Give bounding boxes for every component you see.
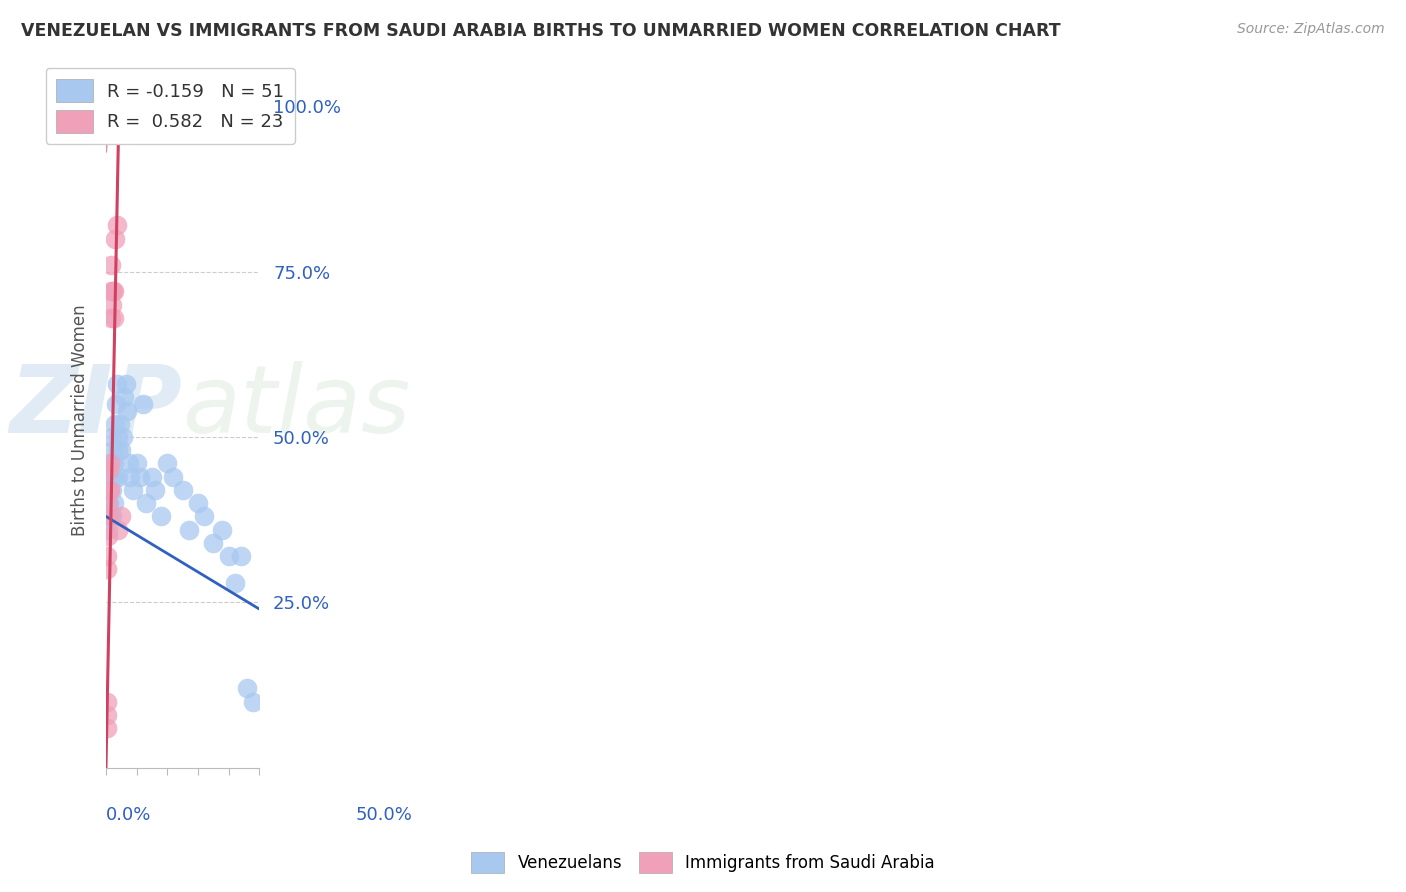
Point: [110, 443, 132, 458]
Point: [103, 496, 125, 510]
Point: [96, 707, 118, 722]
Point: [97, 523, 120, 537]
Point: [117, 403, 139, 417]
Point: [193, 509, 215, 524]
Text: atlas: atlas: [183, 361, 411, 452]
Point: [104, 417, 127, 431]
Point: [211, 523, 233, 537]
Point: [118, 457, 141, 471]
Point: [236, 681, 259, 696]
Point: [98, 469, 121, 483]
Point: [98, 509, 121, 524]
Point: [107, 443, 129, 458]
Point: [101, 285, 124, 299]
Point: [98, 496, 121, 510]
Point: [104, 231, 127, 245]
Point: [98, 483, 121, 497]
Point: [105, 377, 128, 392]
Point: [100, 258, 122, 272]
Legend: Venezuelans, Immigrants from Saudi Arabia: Venezuelans, Immigrants from Saudi Arabi…: [464, 846, 942, 880]
Point: [110, 509, 132, 524]
Point: [100, 310, 122, 325]
Point: [98, 483, 121, 497]
Point: [202, 536, 225, 550]
Point: [96, 549, 118, 563]
Point: [156, 457, 179, 471]
Point: [100, 285, 122, 299]
Point: [101, 298, 124, 312]
Point: [100, 430, 122, 444]
Point: [122, 483, 145, 497]
Point: [128, 469, 150, 483]
Point: [103, 457, 125, 471]
Point: [100, 457, 122, 471]
Point: [107, 469, 129, 483]
Point: [96, 695, 118, 709]
Point: [96, 483, 118, 497]
Point: [97, 509, 120, 524]
Point: [100, 469, 122, 483]
Point: [224, 575, 246, 590]
Point: [101, 443, 124, 458]
Point: [111, 430, 134, 444]
Text: 0.0%: 0.0%: [105, 805, 152, 824]
Point: [112, 390, 135, 404]
Point: [107, 523, 129, 537]
Point: [131, 397, 153, 411]
Point: [104, 397, 127, 411]
Point: [103, 469, 125, 483]
Point: [103, 285, 125, 299]
Point: [187, 496, 209, 510]
Point: [172, 483, 194, 497]
Point: [96, 562, 118, 576]
Text: Source: ZipAtlas.com: Source: ZipAtlas.com: [1237, 22, 1385, 37]
Text: ZIP: ZIP: [10, 360, 183, 452]
Point: [218, 549, 240, 563]
Legend: R = -0.159   N = 51, R =  0.582   N = 23: R = -0.159 N = 51, R = 0.582 N = 23: [45, 69, 295, 144]
Point: [101, 483, 124, 497]
Text: VENEZUELAN VS IMMIGRANTS FROM SAUDI ARABIA BIRTHS TO UNMARRIED WOMEN CORRELATION: VENEZUELAN VS IMMIGRANTS FROM SAUDI ARAB…: [21, 22, 1060, 40]
Point: [105, 219, 128, 233]
Point: [98, 457, 121, 471]
Point: [107, 430, 129, 444]
Point: [97, 529, 120, 543]
Point: [120, 469, 142, 483]
Point: [98, 463, 121, 477]
Text: 50.0%: 50.0%: [356, 805, 412, 824]
Point: [135, 496, 157, 510]
Point: [143, 483, 166, 497]
Point: [96, 721, 118, 735]
Y-axis label: Births to Unmarried Women: Births to Unmarried Women: [72, 305, 89, 536]
Point: [141, 469, 163, 483]
Point: [125, 457, 148, 471]
Point: [162, 469, 184, 483]
Point: [229, 549, 252, 563]
Point: [103, 310, 125, 325]
Point: [108, 417, 131, 431]
Point: [101, 509, 124, 524]
Point: [98, 483, 121, 497]
Point: [96, 509, 118, 524]
Point: [150, 509, 173, 524]
Point: [177, 523, 200, 537]
Point: [97, 496, 120, 510]
Point: [242, 695, 264, 709]
Point: [114, 377, 136, 392]
